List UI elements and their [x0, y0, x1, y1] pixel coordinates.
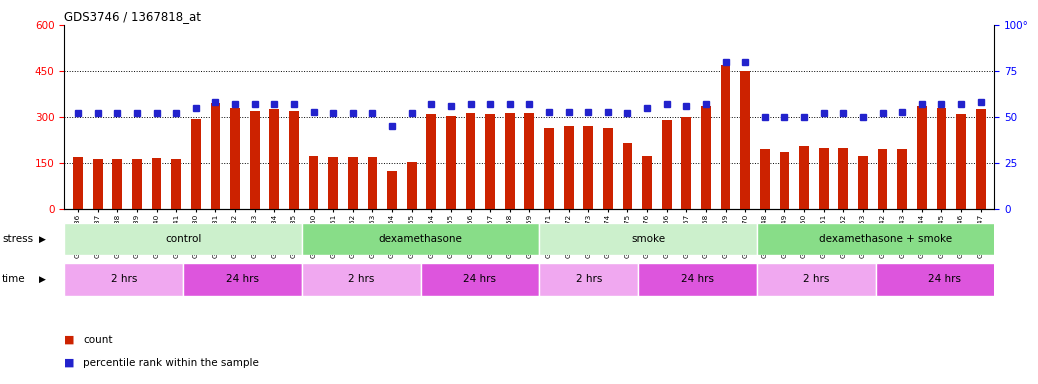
Bar — [466, 113, 475, 209]
Bar — [876, 263, 1014, 296]
Bar — [387, 171, 397, 209]
Bar — [819, 148, 828, 209]
Bar — [623, 143, 632, 209]
Bar — [780, 152, 789, 209]
Bar — [799, 146, 809, 209]
Bar — [427, 114, 436, 209]
Text: ■: ■ — [64, 358, 75, 368]
Bar — [936, 108, 947, 209]
Bar — [839, 148, 848, 209]
Bar — [230, 108, 240, 209]
Text: 2 hrs: 2 hrs — [348, 274, 375, 285]
Bar — [540, 223, 757, 255]
Bar — [183, 263, 302, 296]
Text: time: time — [2, 274, 26, 285]
Text: ■: ■ — [64, 335, 75, 345]
Bar — [643, 156, 652, 209]
Bar — [132, 159, 142, 209]
Text: 2 hrs: 2 hrs — [803, 274, 829, 285]
Text: stress: stress — [2, 234, 33, 244]
Text: 24 hrs: 24 hrs — [928, 274, 961, 285]
Text: percentile rank within the sample: percentile rank within the sample — [83, 358, 258, 368]
Bar — [720, 65, 731, 209]
Bar — [878, 149, 887, 209]
Bar — [64, 263, 183, 296]
Bar — [152, 158, 162, 209]
Bar — [740, 71, 750, 209]
Bar — [302, 263, 420, 296]
Text: ▶: ▶ — [39, 275, 47, 284]
Bar — [348, 157, 358, 209]
Bar — [701, 106, 711, 209]
Bar — [191, 119, 200, 209]
Text: ▶: ▶ — [39, 235, 47, 243]
Bar — [976, 109, 985, 209]
Bar — [485, 114, 495, 209]
Bar — [544, 128, 554, 209]
Bar — [540, 263, 638, 296]
Bar — [171, 159, 181, 209]
Text: smoke: smoke — [631, 234, 665, 244]
Bar — [92, 159, 103, 209]
Bar — [270, 109, 279, 209]
Bar — [74, 157, 83, 209]
Bar — [524, 113, 535, 209]
Text: dexamethasone: dexamethasone — [379, 234, 463, 244]
Bar — [420, 263, 540, 296]
Bar — [757, 223, 1014, 255]
Text: 24 hrs: 24 hrs — [681, 274, 714, 285]
Text: 2 hrs: 2 hrs — [110, 274, 137, 285]
Bar — [367, 157, 378, 209]
Bar — [446, 116, 456, 209]
Bar — [638, 263, 757, 296]
Bar — [956, 114, 966, 209]
Bar — [760, 149, 770, 209]
Text: count: count — [83, 335, 112, 345]
Bar — [112, 159, 122, 209]
Bar — [662, 120, 672, 209]
Bar — [603, 128, 612, 209]
Bar — [250, 111, 260, 209]
Bar — [289, 111, 299, 209]
Bar — [64, 223, 302, 255]
Bar — [757, 263, 876, 296]
Bar — [504, 113, 515, 209]
Text: 24 hrs: 24 hrs — [226, 274, 258, 285]
Text: 2 hrs: 2 hrs — [575, 274, 602, 285]
Bar — [308, 156, 319, 209]
Text: 24 hrs: 24 hrs — [463, 274, 496, 285]
Text: dexamethasone + smoke: dexamethasone + smoke — [819, 234, 952, 244]
Bar — [583, 126, 593, 209]
Bar — [897, 149, 907, 209]
Bar — [211, 103, 220, 209]
Bar — [681, 117, 691, 209]
Bar — [858, 156, 868, 209]
Text: GDS3746 / 1367818_at: GDS3746 / 1367818_at — [64, 10, 201, 23]
Bar — [564, 126, 574, 209]
Bar — [328, 157, 338, 209]
Bar — [302, 223, 540, 255]
Text: control: control — [165, 234, 201, 244]
Bar — [407, 162, 416, 209]
Bar — [917, 106, 927, 209]
